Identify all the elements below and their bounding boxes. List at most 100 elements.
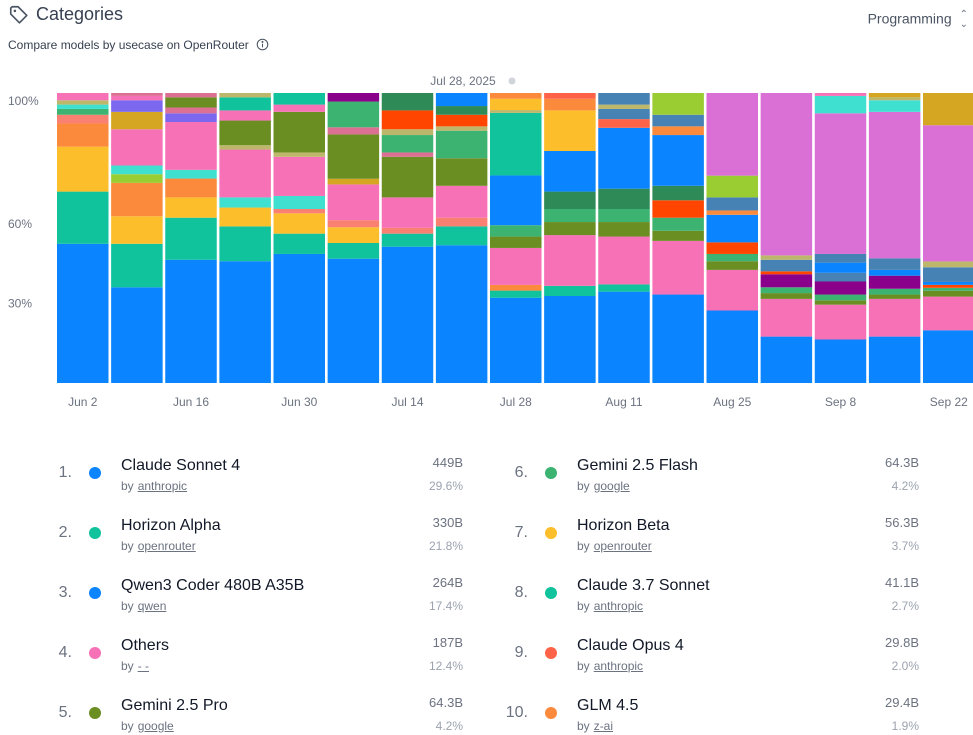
bar-segment[interactable] — [219, 110, 271, 121]
bar-segment[interactable] — [219, 149, 271, 198]
bar-segment[interactable] — [273, 195, 326, 209]
bar-segment[interactable] — [544, 191, 596, 209]
bar-segment[interactable] — [381, 152, 434, 157]
bar-segment[interactable] — [111, 216, 163, 244]
bar-segment[interactable] — [273, 253, 326, 383]
week-bar[interactable] — [706, 93, 759, 384]
bar-segment[interactable] — [868, 100, 921, 112]
bar-segment[interactable] — [111, 111, 163, 130]
bar-segment[interactable] — [598, 119, 650, 128]
bar-segment[interactable] — [381, 227, 434, 234]
bar-segment[interactable] — [165, 93, 217, 98]
bar-segment[interactable] — [111, 95, 163, 101]
legend-item[interactable]: 9. Claude Opus 4 by anthropic 29.8B 2.0% — [496, 626, 919, 674]
legend-item[interactable]: 4. Others by - - 187B 12.4% — [40, 626, 463, 674]
legend-item[interactable]: 1. Claude Sonnet 4 by anthropic 449B 29.6% — [40, 446, 463, 494]
bar-segment[interactable] — [490, 93, 542, 99]
bar-segment[interactable] — [598, 104, 650, 109]
legend-model-name[interactable]: Horizon Beta — [577, 517, 670, 534]
bar-segment[interactable] — [165, 197, 217, 218]
legend-author-link[interactable]: anthropic — [137, 479, 188, 493]
legend-model-name[interactable]: Claude Sonnet 4 — [121, 457, 241, 474]
bar-segment[interactable] — [598, 209, 650, 223]
bar-segment[interactable] — [923, 287, 973, 291]
legend-author-link[interactable]: openrouter — [593, 539, 652, 553]
bar-segment[interactable] — [111, 129, 163, 166]
legend-author-link[interactable]: google — [137, 719, 174, 733]
week-bar[interactable] — [868, 93, 921, 383]
week-bar[interactable] — [273, 93, 326, 383]
bar-segment[interactable] — [490, 236, 542, 248]
bar-segment[interactable] — [57, 100, 109, 105]
week-bar[interactable] — [111, 93, 163, 383]
bar-segment[interactable] — [814, 304, 867, 340]
week-bar[interactable] — [327, 93, 380, 383]
legend-model-name[interactable]: Qwen3 Coder 480B A35B — [121, 577, 305, 594]
legend-author-link[interactable]: - - — [137, 659, 150, 673]
bar-segment[interactable] — [273, 209, 326, 214]
bar-segment[interactable] — [923, 281, 973, 285]
bar-segment[interactable] — [273, 233, 326, 254]
bar-segment[interactable] — [165, 122, 217, 170]
bar-segment[interactable] — [923, 330, 973, 383]
bar-segment[interactable] — [706, 269, 759, 311]
bar-segment[interactable] — [814, 300, 867, 305]
bar-segment[interactable] — [598, 291, 650, 383]
bar-segment[interactable] — [544, 209, 596, 223]
bar-segment[interactable] — [57, 93, 109, 101]
bar-segment[interactable] — [435, 217, 488, 227]
legend-author-link[interactable]: anthropic — [593, 599, 644, 613]
week-bar[interactable] — [544, 93, 596, 383]
bar-segment[interactable] — [652, 217, 704, 231]
bar-segment[interactable] — [923, 125, 973, 262]
bar-segment[interactable] — [868, 294, 921, 299]
bar-segment[interactable] — [327, 184, 380, 221]
bar-segment[interactable] — [381, 197, 434, 228]
bar-segment[interactable] — [652, 240, 704, 295]
bar-segment[interactable] — [706, 253, 759, 262]
bar-segment[interactable] — [273, 152, 326, 157]
bar-segment[interactable] — [598, 284, 650, 292]
week-bar[interactable] — [219, 93, 271, 383]
bar-segment[interactable] — [706, 261, 759, 270]
bar-segment[interactable] — [706, 310, 759, 384]
bar-segment[interactable] — [652, 230, 704, 241]
legend-item[interactable]: 7. Horizon Beta by openrouter 56.3B 3.7% — [496, 506, 919, 554]
bar-segment[interactable] — [598, 222, 650, 237]
bar-segment[interactable] — [327, 134, 380, 179]
bar-segment[interactable] — [814, 113, 867, 254]
bar-segment[interactable] — [760, 271, 813, 275]
bar-segment[interactable] — [111, 100, 163, 112]
bar-segment[interactable] — [544, 222, 596, 236]
bar-segment[interactable] — [111, 287, 163, 383]
bar-segment[interactable] — [381, 93, 434, 111]
legend-model-name[interactable]: Claude 3.7 Sonnet — [577, 577, 710, 594]
week-bar[interactable] — [598, 93, 650, 383]
bar-segment[interactable] — [706, 214, 759, 243]
bar-segment[interactable] — [706, 210, 759, 215]
bar-segment[interactable] — [814, 281, 867, 295]
bar-segment[interactable] — [327, 178, 380, 185]
bar-segment[interactable] — [598, 108, 650, 120]
bar-segment[interactable] — [923, 290, 973, 297]
bar-segment[interactable] — [490, 175, 542, 226]
bar-segment[interactable] — [652, 93, 704, 115]
bar-segment[interactable] — [598, 188, 650, 209]
bar-segment[interactable] — [652, 114, 704, 127]
legend-model-name[interactable]: Others — [121, 637, 170, 654]
bar-segment[interactable] — [219, 226, 271, 262]
bar-segment[interactable] — [544, 110, 596, 151]
bar-segment[interactable] — [273, 104, 326, 112]
bar-segment[interactable] — [490, 284, 542, 291]
bar-segment[interactable] — [814, 294, 867, 301]
bar-segment[interactable] — [219, 120, 271, 146]
bar-segment[interactable] — [760, 259, 813, 272]
legend-author-link[interactable]: qwen — [137, 599, 167, 613]
bar-segment[interactable] — [381, 246, 434, 383]
bar-segment[interactable] — [219, 197, 271, 208]
bar-segment[interactable] — [814, 262, 867, 273]
bar-segment[interactable] — [760, 298, 813, 337]
bar-segment[interactable] — [923, 261, 973, 268]
bar-segment[interactable] — [760, 287, 813, 294]
bar-segment[interactable] — [544, 285, 596, 296]
